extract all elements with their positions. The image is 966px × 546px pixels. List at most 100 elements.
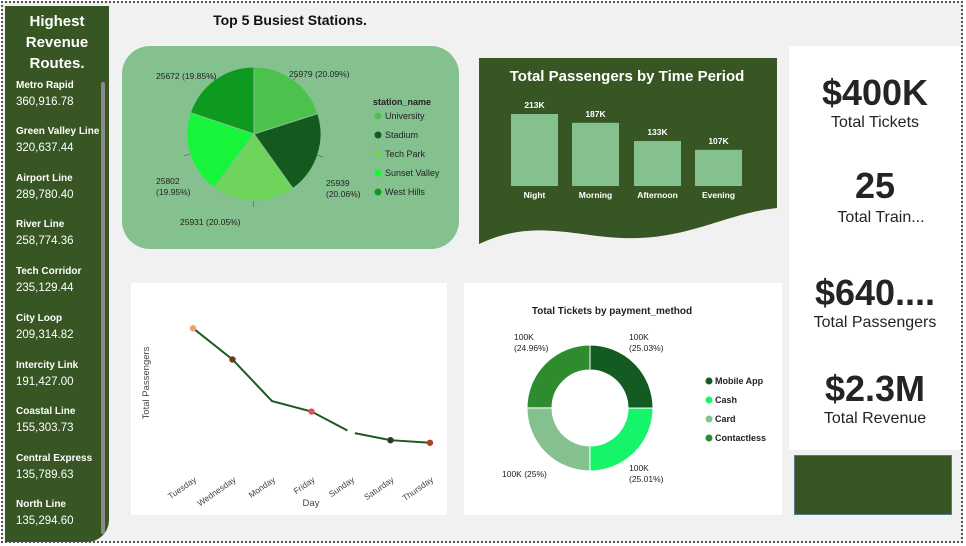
passengers-line xyxy=(192,327,431,444)
x-tick-label: Tuesday xyxy=(166,474,199,501)
line-point[interactable] xyxy=(387,436,394,444)
pie-leader-line xyxy=(211,74,216,80)
pie-slice[interactable] xyxy=(189,66,255,135)
day-line-chart-panel: Tuesday Wednesday Monday Friday Sunday Saturd… xyxy=(131,283,447,515)
donut-data-label: 100K (25%) xyxy=(502,469,547,479)
legend-marker xyxy=(374,131,382,139)
route-revenue: 135,294.60 xyxy=(16,515,74,527)
line-point[interactable] xyxy=(308,408,315,415)
green-block xyxy=(794,455,952,515)
donut-slice[interactable] xyxy=(526,407,591,472)
route-revenue: 235,129.44 xyxy=(16,282,74,294)
line-point[interactable] xyxy=(189,325,197,332)
donut-title: Total Tickets by payment_method xyxy=(532,306,692,317)
time-period-bar[interactable] xyxy=(511,114,558,186)
route-revenue: 155,303.73 xyxy=(16,422,74,434)
stations-chart-title: Top 5 Busiest Stations. xyxy=(213,12,367,28)
sidebar-title-line: Routes. xyxy=(29,55,85,72)
x-tick-label: Thursday xyxy=(400,474,435,503)
route-item: Central Express 135,789.63 xyxy=(16,453,92,481)
route-revenue: 320,637.44 xyxy=(16,142,74,154)
sidebar-scrollbar[interactable] xyxy=(101,82,105,534)
kpi-label: Total Tickets xyxy=(830,114,920,131)
x-tick-label: Friday xyxy=(292,474,318,496)
legend-marker xyxy=(374,169,382,177)
kpi-total-trains: 25 Total Train... xyxy=(789,165,961,227)
kpi-label: Total Train... xyxy=(837,209,925,226)
pie-slice[interactable] xyxy=(186,112,255,189)
legend-marker xyxy=(374,150,382,158)
bar-chart-title: Total Passengers by Time Period xyxy=(510,68,745,85)
route-name: River Line xyxy=(16,219,65,230)
time-period-bar[interactable] xyxy=(695,149,742,186)
time-period-bar-chart: Total Passengers by Time Period 213K Night… xyxy=(479,58,777,244)
route-name: North Line xyxy=(16,499,66,510)
kpi-value: 25 xyxy=(854,165,896,206)
donut-data-label: 100K (24.96%) xyxy=(514,332,549,353)
time-period-bar[interactable] xyxy=(572,122,619,186)
route-revenue: 191,427.00 xyxy=(16,376,74,388)
payment-donut-panel: Total Tickets by payment_method 100K (25.0… xyxy=(464,283,782,515)
route-revenue: 135,789.63 xyxy=(16,469,74,481)
time-period-chart-panel: Total Passengers by Time Period 213K Night… xyxy=(479,58,777,248)
donut-slice[interactable] xyxy=(589,344,654,409)
kpi-panel xyxy=(789,46,961,450)
pie-leader-line xyxy=(317,154,324,158)
route-revenue: 258,774.36 xyxy=(16,235,74,247)
line-point[interactable] xyxy=(229,356,236,363)
donut-slice[interactable] xyxy=(589,407,654,472)
route-item: Intercity Link 191,427.00 xyxy=(16,360,78,388)
donut-data-label: 100K (25.03%) xyxy=(629,332,664,353)
legend-marker xyxy=(374,112,382,120)
x-tick-label: Sunday xyxy=(327,474,357,499)
kpi-total-passengers: $640.... Total Passengers xyxy=(789,272,961,332)
kpi-label: Total Revenue xyxy=(823,410,927,427)
route-name: Intercity Link xyxy=(16,360,79,371)
route-revenue: 360,916.78 xyxy=(16,96,74,108)
x-tick-label: Monday xyxy=(247,474,278,500)
route-name: Tech Corridor xyxy=(16,266,82,277)
time-period-bar[interactable] xyxy=(634,141,681,186)
route-item: North Line 135,294.60 xyxy=(16,499,74,527)
pie-legend-item: West Hills xyxy=(385,187,425,197)
bar-chart-background xyxy=(479,58,777,244)
route-revenue: 289,780.40 xyxy=(16,189,74,201)
stations-pie-chart: 25979 (20.09%) 25939 (20.06%) 25931 (20.05%… xyxy=(156,66,440,227)
bar-category-label: Evening xyxy=(702,190,735,200)
pie-legend-title: station_name xyxy=(373,97,431,107)
pie-legend-item: Sunset Valley xyxy=(385,168,440,178)
donut-legend-item: Mobile App xyxy=(715,376,764,386)
donut-slice[interactable] xyxy=(526,344,591,409)
legend-marker xyxy=(705,396,713,404)
pie-data-label: 25979 (20.09%) xyxy=(289,69,350,79)
donut-legend-item: Contactless xyxy=(715,433,766,443)
bar-data-label: 107K xyxy=(708,136,729,146)
line-point[interactable] xyxy=(426,439,434,446)
route-name: Central Express xyxy=(16,453,93,464)
pie-data-label: 25931 (20.05%) xyxy=(180,217,241,227)
route-item: Tech Corridor 235,129.44 xyxy=(16,266,81,294)
kpi-label: Total Passengers xyxy=(813,314,937,331)
pie-slice[interactable] xyxy=(253,66,319,135)
route-name: Airport Line xyxy=(16,173,73,184)
pie-legend-item: Tech Park xyxy=(385,149,426,159)
kpi-value: $640.... xyxy=(814,272,936,313)
bar-data-label: 133K xyxy=(647,127,668,137)
pie-slice[interactable] xyxy=(213,133,294,202)
kpi-value: $2.3M xyxy=(824,368,926,409)
line-point[interactable] xyxy=(347,428,355,437)
donut-legend-item: Cash xyxy=(715,395,737,405)
pie-legend-item: University xyxy=(385,111,425,121)
route-name: City Loop xyxy=(16,313,63,324)
pie-slice[interactable] xyxy=(253,113,322,190)
x-tick-label: Saturday xyxy=(362,474,396,502)
pie-leader-line xyxy=(293,74,298,81)
pie-data-label: 25802 (19.95%) xyxy=(156,176,191,197)
payment-donut-chart: Total Tickets by payment_method 100K (25.0… xyxy=(502,306,766,484)
y-axis-label: Total Passengers xyxy=(141,346,152,419)
x-axis-label: Day xyxy=(303,498,320,509)
sidebar-title-line: Revenue xyxy=(25,34,89,51)
legend-marker xyxy=(705,434,713,442)
bar-category-label: Night xyxy=(524,190,546,200)
kpi-value: $400K xyxy=(821,72,929,113)
